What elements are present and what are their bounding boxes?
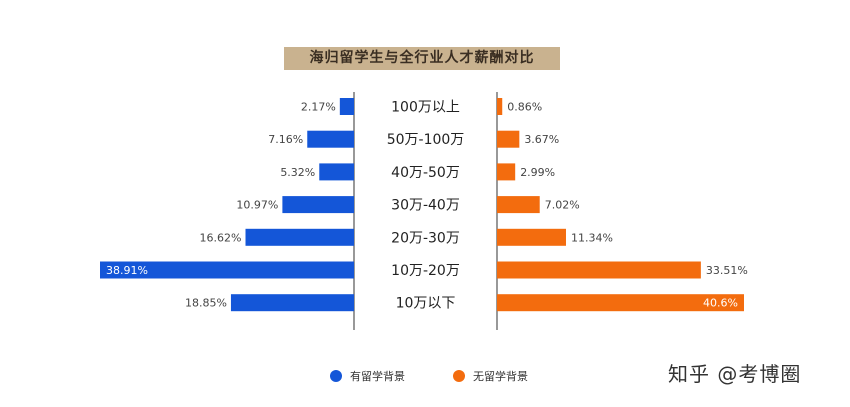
data-label-abroad: 7.16% <box>268 133 303 146</box>
data-label-abroad: 18.85% <box>185 297 227 310</box>
bar-abroad <box>339 98 354 115</box>
category-label: 20万-30万 <box>391 230 460 246</box>
category-label: 10万以下 <box>396 296 456 312</box>
data-label-domestic: 33.51% <box>706 264 748 277</box>
legend-label-abroad: 有留学背景 <box>350 370 405 383</box>
legend-item-domestic: 无留学背景 <box>453 369 528 383</box>
bar-domestic <box>497 196 540 214</box>
bar-domestic <box>497 261 701 279</box>
bar-domestic <box>497 228 566 246</box>
category-label: 100万以上 <box>391 100 460 116</box>
category-label: 30万-40万 <box>391 198 460 214</box>
bar-abroad <box>282 196 354 214</box>
bar-abroad <box>307 130 354 148</box>
data-label-domestic: 11.34% <box>571 231 613 244</box>
bar-domestic <box>497 98 503 115</box>
data-label-abroad: 38.91% <box>106 264 148 277</box>
data-label-abroad: 16.62% <box>200 231 242 244</box>
data-label-domestic: 7.02% <box>545 199 580 212</box>
legend-dot-abroad <box>330 370 342 382</box>
bar-abroad <box>100 261 354 279</box>
data-label-abroad: 5.32% <box>280 166 315 179</box>
data-label-domestic: 3.67% <box>524 133 559 146</box>
legend-dot-domestic <box>453 370 465 382</box>
bar-abroad <box>245 228 354 246</box>
legend-label-domestic: 无留学背景 <box>473 370 528 383</box>
bar-domestic <box>497 163 516 181</box>
title-background <box>284 47 560 70</box>
watermark: 知乎 @考博圈 <box>668 362 802 386</box>
data-label-abroad: 10.97% <box>236 199 278 212</box>
category-label: 10万-20万 <box>391 263 460 279</box>
data-label-domestic: 2.99% <box>520 166 555 179</box>
legend-item-abroad: 有留学背景 <box>330 369 405 383</box>
data-label-domestic: 40.6% <box>703 297 738 310</box>
bar-abroad <box>319 163 354 181</box>
data-label-domestic: 0.86% <box>507 101 542 114</box>
bar-domestic <box>497 294 744 312</box>
category-label: 40万-50万 <box>391 165 460 181</box>
chart-title: 海归留学生与全行业人才薪酬对比 <box>309 50 535 66</box>
category-label: 50万-100万 <box>387 132 465 148</box>
bar-domestic <box>497 130 520 148</box>
bar-abroad <box>230 294 354 312</box>
data-label-abroad: 2.17% <box>301 101 336 114</box>
